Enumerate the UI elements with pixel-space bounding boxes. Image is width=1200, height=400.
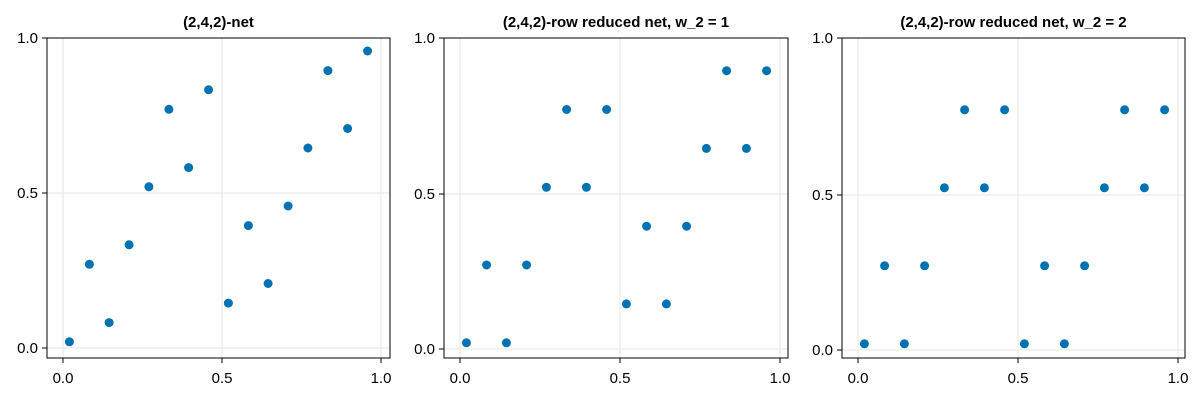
scatter-point xyxy=(979,183,989,193)
scatter-point xyxy=(859,339,869,349)
scatter-point xyxy=(1000,105,1010,115)
scatter-point xyxy=(1099,183,1109,193)
scatter-point xyxy=(104,318,114,328)
y-tick-label: 1.0 xyxy=(414,30,435,47)
scatter-point xyxy=(682,221,692,231)
scatter-point xyxy=(1019,339,1029,349)
y-tick-label: 0.0 xyxy=(414,341,435,358)
y-tick-label: 0.0 xyxy=(17,340,38,357)
scatter-point xyxy=(1120,105,1130,115)
y-tick-label: 0.5 xyxy=(17,185,38,202)
x-tick-label: 0.5 xyxy=(1008,370,1029,387)
y-tick-label: 1.0 xyxy=(17,30,38,47)
scatter-point xyxy=(263,279,273,288)
scatter-point xyxy=(899,339,909,349)
plot-panel-3: (2,4,2)-row reduced net, w_2 = 2 0.0 0.5 1.… xyxy=(812,14,1188,387)
scatter-point xyxy=(1139,183,1149,193)
scatter-point xyxy=(701,143,711,153)
scatter-point xyxy=(343,124,353,133)
scatter-point xyxy=(482,260,492,270)
x-tick-label: 1.0 xyxy=(770,370,791,387)
scatter-point xyxy=(621,299,631,309)
scatter-point xyxy=(461,338,471,348)
chart-title: (2,4,2)-row reduced net, w_2 = 2 xyxy=(900,14,1126,31)
scatter-point xyxy=(960,105,970,115)
y-tick-label: 0.5 xyxy=(414,186,435,203)
scatter-point xyxy=(741,143,751,153)
x-tick-label: 1.0 xyxy=(371,370,392,387)
scatter-point xyxy=(522,260,532,270)
scatter-point xyxy=(880,261,890,271)
scatter-point xyxy=(722,66,732,76)
scatter-point xyxy=(1080,261,1090,271)
scatter-point xyxy=(223,298,233,308)
y-tick-label: 0.5 xyxy=(812,187,833,204)
scatter-point xyxy=(541,182,551,192)
chart-title: (2,4,2)-row reduced net, w_2 = 1 xyxy=(503,14,729,31)
scatter-point xyxy=(84,259,94,269)
scatter-point xyxy=(144,182,154,192)
scatter-point xyxy=(562,105,572,114)
chart-title: (2,4,2)-net xyxy=(183,14,254,31)
plot-panel-1: (2,4,2)-net 0.0 0.5 1.0 0.0 0.5 1.0 xyxy=(17,14,391,387)
plot-frame xyxy=(841,37,1186,359)
scatter-point xyxy=(602,105,612,114)
scatter-point xyxy=(1059,339,1069,349)
scatter-point xyxy=(581,182,591,192)
scatter-point xyxy=(363,46,373,56)
x-tick-label: 0.0 xyxy=(848,370,869,387)
x-tick-label: 0.5 xyxy=(610,370,631,387)
x-tick-label: 1.0 xyxy=(1168,370,1189,387)
x-tick-label: 0.0 xyxy=(450,370,471,387)
scatter-point xyxy=(501,338,511,348)
scatter-point xyxy=(939,183,949,193)
scatter-point xyxy=(164,104,174,114)
scatter-point xyxy=(204,85,214,95)
scatter-point xyxy=(920,261,930,271)
scatter-point xyxy=(1160,105,1170,115)
scatter-point xyxy=(124,240,134,250)
scatter-point xyxy=(642,221,652,231)
y-tick-label: 1.0 xyxy=(812,30,833,47)
scatter-point xyxy=(243,221,253,231)
scatter-point xyxy=(184,163,194,173)
scatter-point xyxy=(323,66,333,76)
scatter-point xyxy=(283,201,293,211)
scatter-point xyxy=(64,337,74,347)
plot-panel-2: (2,4,2)-row reduced net, w_2 = 1 0.0 0.5 1.… xyxy=(414,14,790,387)
x-tick-label: 0.5 xyxy=(212,370,233,387)
x-tick-label: 0.0 xyxy=(53,370,74,387)
plot-frame xyxy=(443,37,789,359)
y-tick-label: 0.0 xyxy=(812,342,833,359)
plot-frame xyxy=(46,37,391,359)
scatter-point xyxy=(661,299,671,309)
scatter-point xyxy=(762,66,772,76)
scatter-point xyxy=(303,143,313,153)
scatter-point xyxy=(1040,261,1050,271)
